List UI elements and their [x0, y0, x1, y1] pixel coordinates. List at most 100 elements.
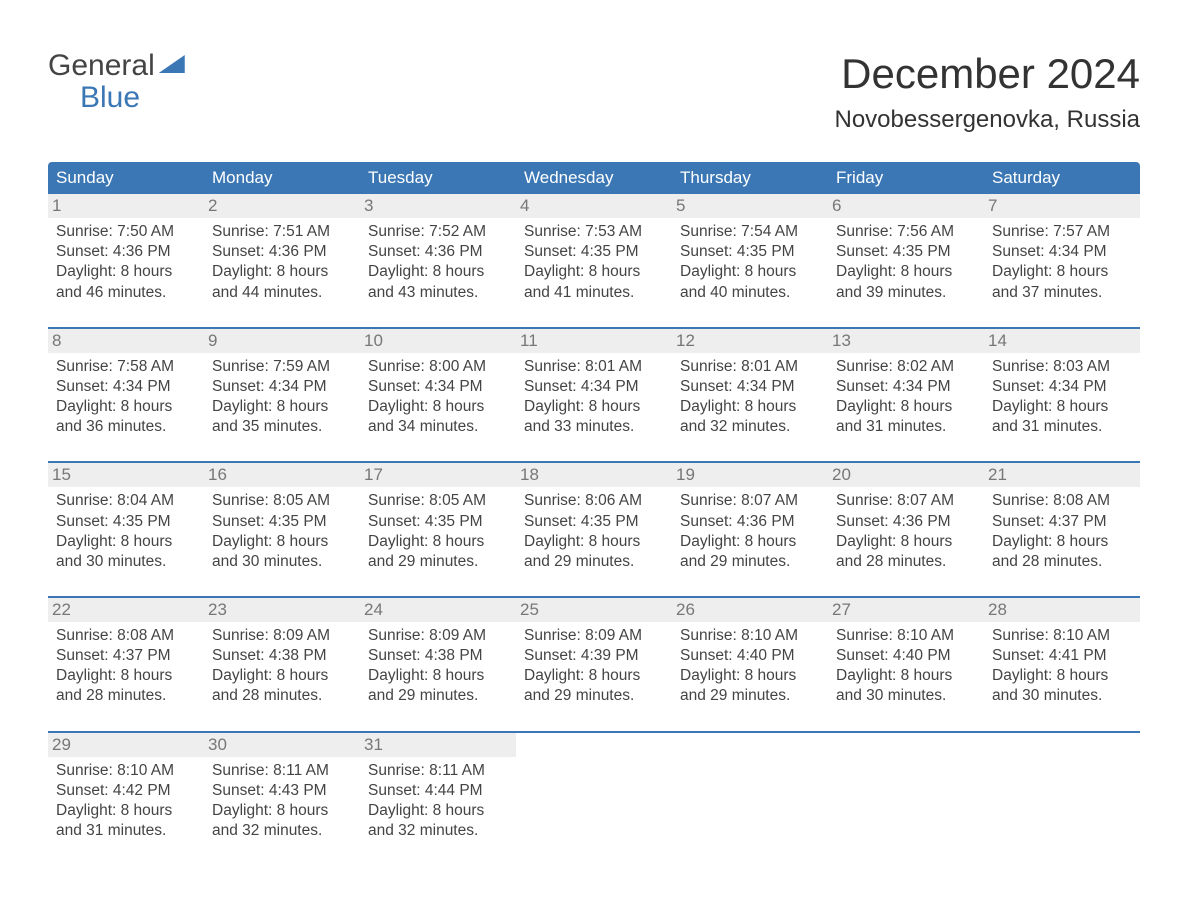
day-number: 7 [984, 194, 1140, 218]
calendar-cell: 28Sunrise: 8:10 AMSunset: 4:41 PMDayligh… [984, 598, 1140, 721]
calendar-cell: 22Sunrise: 8:08 AMSunset: 4:37 PMDayligh… [48, 598, 204, 721]
sunset-text: Sunset: 4:43 PM [212, 781, 352, 801]
sunset-text: Sunset: 4:36 PM [368, 242, 508, 262]
daylight-text: Daylight: 8 hours [680, 262, 820, 282]
calendar: SundayMondayTuesdayWednesdayThursdayFrid… [48, 162, 1140, 855]
calendar-cell: 1Sunrise: 7:50 AMSunset: 4:36 PMDaylight… [48, 194, 204, 317]
day-number: 18 [516, 463, 672, 487]
sunset-text: Sunset: 4:34 PM [992, 377, 1132, 397]
calendar-cell: 17Sunrise: 8:05 AMSunset: 4:35 PMDayligh… [360, 463, 516, 586]
sunrise-text: Sunrise: 8:00 AM [368, 357, 508, 377]
logo-top: General [48, 50, 185, 82]
calendar-week: 15 Sunrise: 8:04 AMSunset: 4:35 PM Dayligh… [48, 461, 1140, 586]
daylight-text: and 37 minutes. [992, 283, 1132, 303]
day-number: 30 [204, 733, 360, 757]
day-number: 29 [48, 733, 204, 757]
day-number: 13 [828, 329, 984, 353]
calendar-cell: 6Sunrise: 7:56 AMSunset: 4:35 PMDaylight… [828, 194, 984, 317]
daylight-text: and 29 minutes. [524, 686, 664, 706]
daylight-text: Daylight: 8 hours [212, 397, 352, 417]
sunrise-text: Sunrise: 8:11 AM [368, 761, 508, 781]
daylight-text: Daylight: 8 hours [680, 666, 820, 686]
daylight-text: Daylight: 8 hours [368, 801, 508, 821]
daylight-text: and 32 minutes. [368, 821, 508, 841]
calendar-cell: 16Sunrise: 8:05 AMSunset: 4:35 PMDayligh… [204, 463, 360, 586]
daylight-text: Daylight: 8 hours [56, 666, 196, 686]
sunset-text: Sunset: 4:44 PM [368, 781, 508, 801]
daylight-text: Daylight: 8 hours [992, 262, 1132, 282]
day-header: Sunday [48, 162, 204, 194]
calendar-cell [516, 733, 672, 856]
day-number: 8 [48, 329, 204, 353]
sunrise-text: Sunrise: 7:59 AM [212, 357, 352, 377]
sunrise-text: Sunrise: 8:06 AM [524, 491, 664, 511]
sunset-text: Sunset: 4:35 PM [56, 512, 196, 532]
sunrise-text: Sunrise: 8:08 AM [992, 491, 1132, 511]
calendar-cell: 27Sunrise: 8:10 AMSunset: 4:40 PMDayligh… [828, 598, 984, 721]
calendar-cell: 21Sunrise: 8:08 AMSunset: 4:37 PMDayligh… [984, 463, 1140, 586]
sunset-text: Sunset: 4:37 PM [56, 646, 196, 666]
daylight-text: and 29 minutes. [524, 552, 664, 572]
day-number: 31 [360, 733, 516, 757]
sunrise-text: Sunrise: 8:04 AM [56, 491, 196, 511]
daylight-text: Daylight: 8 hours [56, 801, 196, 821]
day-number: 26 [672, 598, 828, 622]
daylight-text: Daylight: 8 hours [524, 397, 664, 417]
sunrise-text: Sunrise: 7:50 AM [56, 222, 196, 242]
calendar-cell: 2Sunrise: 7:51 AMSunset: 4:36 PMDaylight… [204, 194, 360, 317]
daylight-text: and 31 minutes. [56, 821, 196, 841]
day-number: 15 [48, 463, 204, 487]
daylight-text: and 29 minutes. [680, 552, 820, 572]
calendar-week: 29Sunrise: 8:10 AMSunset: 4:42 PMDayligh… [48, 731, 1140, 856]
daylight-text: Daylight: 8 hours [680, 397, 820, 417]
calendar-cell: 30Sunrise: 8:11 AMSunset: 4:43 PMDayligh… [204, 733, 360, 856]
day-number: 3 [360, 194, 516, 218]
daylight-text: and 28 minutes. [56, 686, 196, 706]
sunset-text: Sunset: 4:36 PM [56, 242, 196, 262]
calendar-cell: 19Sunrise: 8:07 AMSunset: 4:36 PMDayligh… [672, 463, 828, 586]
day-number: 9 [204, 329, 360, 353]
sunrise-text: Sunrise: 8:10 AM [836, 626, 976, 646]
day-number: 5 [672, 194, 828, 218]
daylight-text: and 46 minutes. [56, 283, 196, 303]
day-number: 17 [360, 463, 516, 487]
sunrise-text: Sunrise: 8:07 AM [836, 491, 976, 511]
sunset-text: Sunset: 4:40 PM [680, 646, 820, 666]
daylight-text: Daylight: 8 hours [212, 262, 352, 282]
sunrise-text: Sunrise: 7:52 AM [368, 222, 508, 242]
daylight-text: and 34 minutes. [368, 417, 508, 437]
day-number: 22 [48, 598, 204, 622]
sunrise-text: Sunrise: 7:57 AM [992, 222, 1132, 242]
sunrise-text: Sunrise: 8:07 AM [680, 491, 820, 511]
sunset-text: Sunset: 4:34 PM [56, 377, 196, 397]
day-number: 16 [204, 463, 360, 487]
daylight-text: and 33 minutes. [524, 417, 664, 437]
sunrise-text: Sunrise: 8:10 AM [680, 626, 820, 646]
daylight-text: Daylight: 8 hours [524, 262, 664, 282]
calendar-week: 22Sunrise: 8:08 AMSunset: 4:37 PMDayligh… [48, 596, 1140, 721]
header: General Blue December 2024 Novobessergen… [48, 50, 1140, 134]
month-title: December 2024 [835, 50, 1141, 98]
day-header: Thursday [672, 162, 828, 194]
day-number: 12 [672, 329, 828, 353]
calendar-cell [672, 733, 828, 856]
sunset-text: Sunset: 4:36 PM [212, 242, 352, 262]
calendar-cell: 9Sunrise: 7:59 AMSunset: 4:34 PMDaylight… [204, 329, 360, 452]
daylight-text: and 30 minutes. [56, 552, 196, 572]
daylight-text: and 30 minutes. [212, 552, 352, 572]
daylight-text: Daylight: 8 hours [212, 801, 352, 821]
sunrise-text: Sunrise: 8:01 AM [524, 357, 664, 377]
sunset-text: Sunset: 4:37 PM [992, 512, 1132, 532]
daylight-text: Daylight: 8 hours [368, 397, 508, 417]
day-number: 6 [828, 194, 984, 218]
sunset-text: Sunset: 4:39 PM [524, 646, 664, 666]
daylight-text: and 39 minutes. [836, 283, 976, 303]
calendar-cell: 8Sunrise: 7:58 AMSunset: 4:34 PMDaylight… [48, 329, 204, 452]
calendar-cell: 4Sunrise: 7:53 AMSunset: 4:35 PMDaylight… [516, 194, 672, 317]
daylight-text: Daylight: 8 hours [680, 532, 820, 552]
day-number: 10 [360, 329, 516, 353]
logo-text-bottom: Blue [48, 82, 185, 114]
daylight-text: Daylight: 8 hours [212, 532, 352, 552]
day-number: 2 [204, 194, 360, 218]
sunrise-text: Sunrise: 8:05 AM [368, 491, 508, 511]
